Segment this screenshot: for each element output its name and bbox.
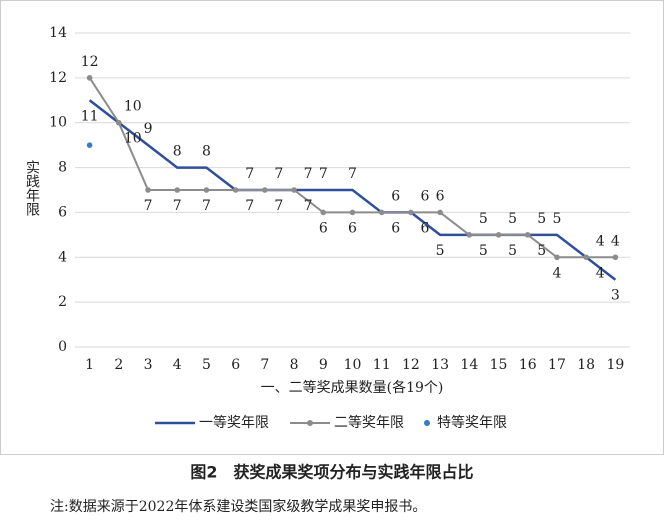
data-label: 5 (479, 211, 488, 227)
x-tick-label: 6 (231, 357, 240, 373)
y-tick-label: 6 (58, 204, 67, 220)
data-label: 6 (420, 188, 429, 204)
point (320, 209, 327, 216)
data-label: 7 (274, 198, 283, 214)
data-label: 7 (173, 198, 182, 214)
data-label: 7 (245, 198, 254, 214)
data-label: 6 (348, 220, 357, 236)
x-axis-label: 一、二等奖成果数量(各19个) (261, 379, 444, 396)
data-label: 7 (304, 166, 313, 182)
point (378, 209, 385, 216)
point (554, 254, 560, 261)
x-tick-label: 5 (202, 357, 211, 373)
data-label: 5 (436, 243, 445, 259)
data-label: 6 (391, 188, 400, 204)
y-tick-label: 0 (58, 339, 67, 355)
x-tick-label: 2 (114, 357, 123, 373)
x-tick-label: 12 (402, 357, 420, 373)
data-label: 7 (348, 166, 357, 182)
data-label: 7 (304, 198, 313, 214)
y-tick-label: 4 (58, 249, 67, 265)
point (437, 209, 443, 216)
x-tick-label: 14 (460, 357, 478, 373)
legend-label: 特等奖年限 (437, 414, 507, 431)
point (408, 209, 414, 216)
data-label: 7 (144, 198, 153, 214)
x-tick-label: 19 (606, 357, 624, 373)
data-label: 6 (391, 220, 400, 236)
y-tick-label: 14 (49, 25, 67, 41)
legend-marker (424, 420, 430, 426)
data-label: 10 (124, 99, 142, 115)
x-tick-label: 7 (260, 357, 269, 373)
point (466, 232, 473, 238)
data-label: 7 (319, 166, 328, 182)
point (174, 187, 181, 193)
data-label: 8 (202, 144, 211, 160)
x-tick-label: 1 (85, 357, 94, 373)
point (262, 187, 268, 193)
data-label: 3 (611, 288, 620, 304)
x-tick-label: 3 (144, 357, 153, 373)
x-tick-label: 18 (577, 357, 595, 373)
note: 注:数据来源于2022年体系建设类国家级教学成果奖申报书。 (50, 498, 426, 515)
data-label: 5 (479, 243, 488, 259)
caption: 图2 获奖成果奖项分布与实践年限占比 (190, 463, 473, 482)
x-tick-label: 16 (519, 357, 537, 373)
data-label: 7 (245, 166, 254, 182)
x-tick-label: 13 (431, 357, 449, 373)
data-label: 7 (202, 198, 211, 214)
data-label: 9 (144, 121, 153, 137)
x-tick-label: 17 (548, 357, 566, 373)
point (524, 232, 531, 238)
data-label: 5 (508, 211, 517, 227)
x-tick-label: 9 (319, 357, 328, 373)
point (203, 187, 210, 193)
data-label: 8 (173, 144, 182, 160)
data-label: 6 (319, 220, 328, 236)
y-tick-label: 2 (58, 294, 67, 310)
data-label: 4 (596, 265, 605, 281)
y-tick-label: 10 (49, 115, 67, 131)
data-label: 6 (436, 188, 445, 204)
x-tick-label: 4 (173, 357, 182, 373)
point (145, 187, 151, 193)
point (116, 119, 122, 126)
data-label: 4 (553, 265, 562, 281)
point (291, 187, 297, 193)
data-label: 5 (553, 211, 562, 227)
y-tick-label: 12 (49, 70, 67, 86)
point (232, 187, 239, 193)
x-tick-label: 8 (290, 357, 299, 373)
data-label: 7 (274, 166, 283, 182)
legend-label: 一等奖年限 (199, 414, 269, 431)
x-tick-label: 11 (373, 357, 391, 373)
data-label: 5 (537, 243, 546, 259)
point (583, 254, 589, 261)
data-label: 6 (420, 220, 429, 236)
data-label: 4 (611, 233, 620, 249)
data-label: 4 (596, 233, 605, 249)
data-label: 5 (508, 243, 517, 259)
data-label: 10 (124, 131, 142, 147)
point (86, 142, 93, 148)
data-label: 12 (81, 54, 99, 70)
y-tick-label: 8 (58, 160, 67, 176)
point (495, 232, 502, 238)
point (349, 209, 356, 216)
legend-marker (307, 420, 313, 426)
x-tick-label: 10 (344, 357, 362, 373)
legend-label: 二等奖年限 (334, 414, 404, 431)
data-label: 5 (537, 211, 546, 227)
point (86, 75, 93, 81)
y-axis-label: 实践年限 (24, 160, 40, 216)
x-tick-label: 15 (490, 357, 508, 373)
data-label: 11 (81, 108, 99, 124)
point (612, 254, 619, 261)
